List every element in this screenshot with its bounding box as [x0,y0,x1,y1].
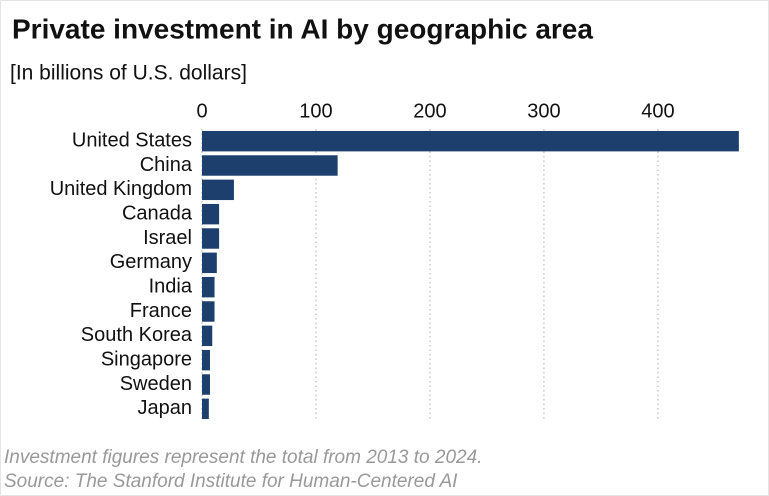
bar [202,374,210,395]
bar [202,155,338,176]
y-tick-label: Singapore [101,348,192,370]
y-tick-label: South Korea [81,324,193,346]
x-tick-label: 300 [527,100,560,122]
chart-subtitle: [In billions of U.S. dollars] [10,62,247,85]
y-tick-label: Israel [143,227,192,249]
y-tick-label: United Kingdom [50,178,192,200]
bar [202,228,220,249]
bar [202,179,234,201]
x-tick-label: 0 [196,100,207,122]
y-tick-label: Japan [138,397,193,419]
chart-title: Private investment in AI by geographic a… [12,13,593,44]
note: Investment figures represent the total f… [4,447,482,468]
y-tick-label: France [130,300,192,322]
y-tick-label: Germany [110,251,192,273]
bar [202,252,217,274]
source: Source: The Stanford Institute for Human… [4,471,458,492]
x-tick-label: 400 [641,100,674,122]
bar [202,203,220,225]
bar [202,276,215,298]
bar [202,130,739,152]
y-tick-label: United States [72,129,192,151]
bar [202,301,215,322]
y-tick-label: Sweden [120,373,192,395]
y-tick-label: Canada [122,202,193,224]
x-tick-label: 200 [413,100,446,122]
x-tick-label: 100 [299,100,332,122]
y-tick-label: India [149,275,193,297]
bar [202,349,210,371]
bar [202,398,209,420]
bar [202,325,213,347]
y-tick-label: China [140,154,193,176]
